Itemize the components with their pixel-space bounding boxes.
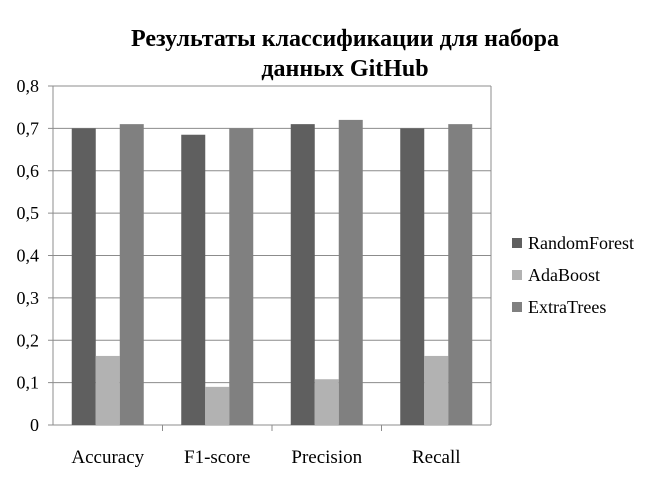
bar-randomforest-recall (400, 128, 425, 425)
bar-adaboost-recall (424, 355, 449, 425)
y-tick-label: 0,8 (17, 76, 40, 96)
x-category-label: Accuracy (71, 447, 144, 468)
legend: RandomForest AdaBoost ExtraTrees (512, 233, 634, 317)
y-axis-tick-labels: 0 0,1 0,2 0,3 0,4 0,5 0,6 0,7 0,8 (17, 76, 40, 435)
x-category-label: Precision (291, 447, 362, 468)
y-tick-label: 0,1 (17, 373, 40, 393)
legend-swatch-extratrees (512, 302, 522, 312)
x-axis-category-labels: Accuracy F1-score Precision Recall (71, 447, 460, 468)
bar-randomforest-precision (290, 124, 315, 425)
y-tick-label: 0,7 (17, 118, 40, 138)
bar-extratrees-recall (448, 124, 473, 425)
bar-extratrees-precision (338, 119, 363, 426)
legend-label-randomforest: RandomForest (528, 233, 634, 253)
y-tick-label: 0,5 (17, 203, 40, 223)
bar-adaboost-f1-score (205, 386, 230, 425)
bar-adaboost-accuracy (95, 355, 120, 425)
y-tick-label: 0,4 (17, 246, 40, 266)
y-tick-label: 0,2 (17, 330, 40, 350)
bar-adaboost-precision (314, 379, 339, 425)
bar-extratrees-accuracy (119, 124, 144, 425)
chart-title-line-2: данных GitHub (261, 56, 428, 82)
legend-swatch-randomforest (512, 238, 522, 248)
bar-extratrees-f1-score (229, 128, 254, 425)
x-category-label: F1-score (184, 447, 250, 468)
chart-title-line-1: Результаты классификации для набора (131, 26, 559, 52)
chart-title: Результаты классификации для набора данн… (131, 26, 559, 82)
legend-label-extratrees: ExtraTrees (528, 297, 606, 317)
bar-randomforest-accuracy (71, 128, 96, 425)
bar-randomforest-f1-score (181, 134, 206, 425)
bars (71, 119, 473, 426)
legend-label-adaboost: AdaBoost (528, 265, 600, 285)
legend-swatch-adaboost (512, 270, 522, 280)
x-category-label: Recall (412, 447, 461, 468)
y-tick-label: 0 (30, 415, 39, 435)
y-tick-label: 0,3 (17, 288, 40, 308)
y-tick-label: 0,6 (17, 161, 40, 181)
gridlines (53, 85, 491, 384)
